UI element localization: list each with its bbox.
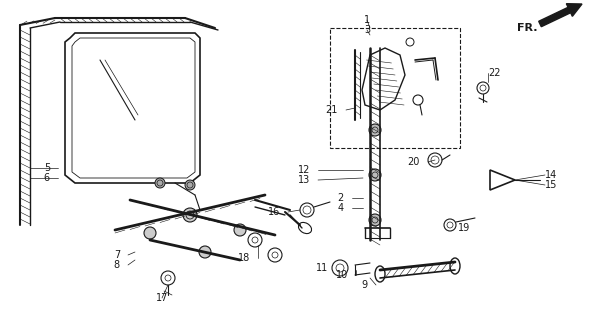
- Circle shape: [155, 178, 165, 188]
- Circle shape: [185, 180, 195, 190]
- Text: 5: 5: [44, 163, 50, 173]
- Circle shape: [183, 208, 197, 222]
- Text: 8: 8: [114, 260, 120, 270]
- Text: 13: 13: [298, 175, 310, 185]
- Bar: [330, 28, 460, 148]
- Text: 19: 19: [458, 223, 470, 233]
- Text: 11: 11: [316, 263, 328, 273]
- Text: 3: 3: [364, 25, 370, 35]
- Circle shape: [199, 246, 211, 258]
- Text: 22: 22: [488, 68, 501, 78]
- Text: 16: 16: [268, 207, 280, 217]
- Text: 1: 1: [364, 15, 370, 25]
- Text: 2: 2: [338, 193, 344, 203]
- Text: 21: 21: [325, 105, 338, 115]
- Text: 6: 6: [44, 173, 50, 183]
- Text: 14: 14: [545, 170, 558, 180]
- Text: 10: 10: [336, 270, 348, 280]
- Text: 18: 18: [238, 253, 250, 263]
- Text: 7: 7: [114, 250, 120, 260]
- Circle shape: [144, 227, 156, 239]
- FancyArrow shape: [539, 4, 582, 27]
- Text: 20: 20: [408, 157, 420, 167]
- Text: 9: 9: [362, 280, 368, 290]
- Circle shape: [369, 124, 381, 136]
- Text: 15: 15: [545, 180, 558, 190]
- Text: FR.: FR.: [518, 23, 538, 33]
- Circle shape: [234, 224, 246, 236]
- Text: 4: 4: [338, 203, 344, 213]
- Circle shape: [369, 169, 381, 181]
- Circle shape: [369, 214, 381, 226]
- Text: 12: 12: [298, 165, 310, 175]
- Text: 17: 17: [156, 293, 168, 303]
